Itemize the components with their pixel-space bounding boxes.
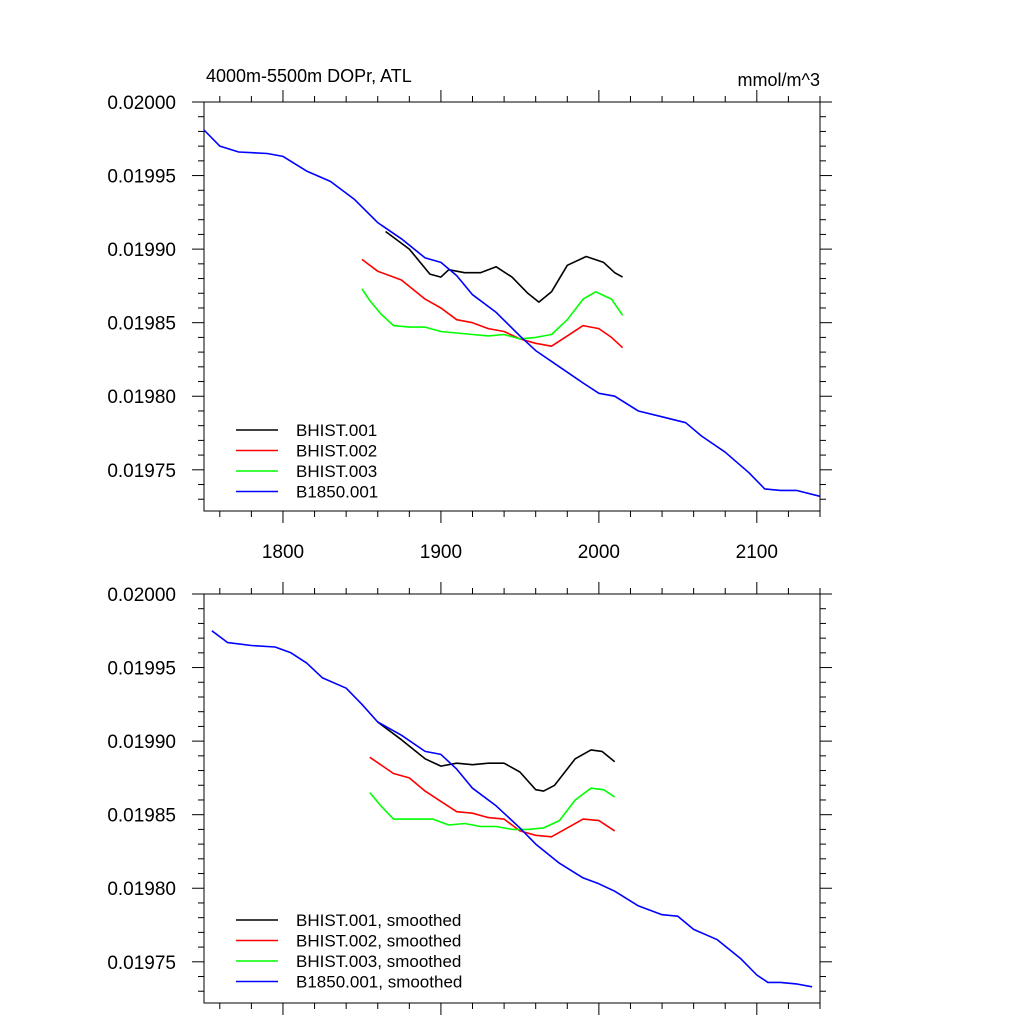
y-tick-label: 0.01980 xyxy=(107,879,176,900)
legend-label: BHIST.003, smoothed xyxy=(296,952,461,971)
legend-label: B1850.001, smoothed xyxy=(296,973,462,992)
series-line xyxy=(385,230,623,303)
y-tick-label: 0.01975 xyxy=(107,461,176,482)
y-tick-label: 0.01985 xyxy=(107,314,176,335)
y-tick-label: 0.01980 xyxy=(107,387,176,408)
y-tick-label: 0.01995 xyxy=(107,659,176,680)
series-line xyxy=(369,787,616,831)
legend-label: BHIST.001 xyxy=(296,421,377,440)
x-tick-label: 1800 xyxy=(262,542,304,563)
legend-label: BHIST.001, smoothed xyxy=(296,911,461,930)
series-line xyxy=(369,756,616,838)
x-tick-label: 2000 xyxy=(578,542,620,563)
y-tick-label: 0.01990 xyxy=(107,732,176,753)
legend-label: BHIST.002, smoothed xyxy=(296,932,461,951)
y-tick-label: 0.01985 xyxy=(107,806,176,827)
y-tick-label: 0.02000 xyxy=(107,585,176,606)
x-tick-label: 2100 xyxy=(736,542,778,563)
y-tick-label: 0.01990 xyxy=(107,240,176,261)
legend-label: BHIST.002 xyxy=(296,442,377,461)
legend-label: B1850.001 xyxy=(296,483,378,502)
units-label: mmol/m^3 xyxy=(738,70,820,90)
plot-frame xyxy=(203,101,821,512)
series-line xyxy=(361,288,624,340)
legend-label: BHIST.003 xyxy=(296,462,377,481)
series-line xyxy=(361,258,624,349)
x-tick-label: 1900 xyxy=(420,542,462,563)
series-line xyxy=(377,721,616,792)
y-tick-label: 0.01975 xyxy=(107,953,176,974)
series-line xyxy=(203,129,821,498)
y-tick-label: 0.01995 xyxy=(107,167,176,188)
top-panel: 0.02000 0.01995 0.01990 0.01985 0.01980 0.019… xyxy=(107,90,832,563)
series-line xyxy=(211,630,813,988)
y-tick-label: 0.02000 xyxy=(107,93,176,114)
chart-title: 4000m-5500m DOPr, ATL xyxy=(206,66,412,86)
plot-frame xyxy=(203,593,821,1004)
bottom-panel: 0.02000 0.01995 0.01990 0.01985 0.01980 0.019… xyxy=(107,582,832,1015)
